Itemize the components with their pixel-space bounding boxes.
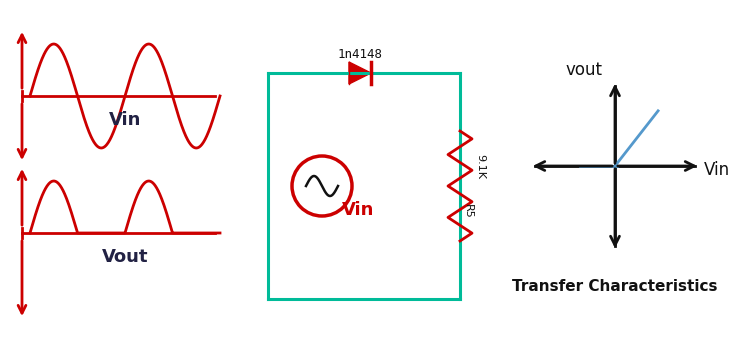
Text: Vout: Vout (102, 248, 148, 266)
Text: vout: vout (566, 61, 603, 79)
Text: R5: R5 (463, 204, 473, 218)
Text: Vin: Vin (109, 111, 141, 129)
Text: 1n4148: 1n4148 (338, 48, 382, 61)
Text: 9.1K: 9.1K (475, 153, 485, 179)
Text: Transfer Characteristics: Transfer Characteristics (512, 279, 718, 294)
Text: Vin: Vin (342, 201, 374, 219)
Polygon shape (349, 62, 371, 84)
Text: Vin: Vin (704, 161, 730, 179)
